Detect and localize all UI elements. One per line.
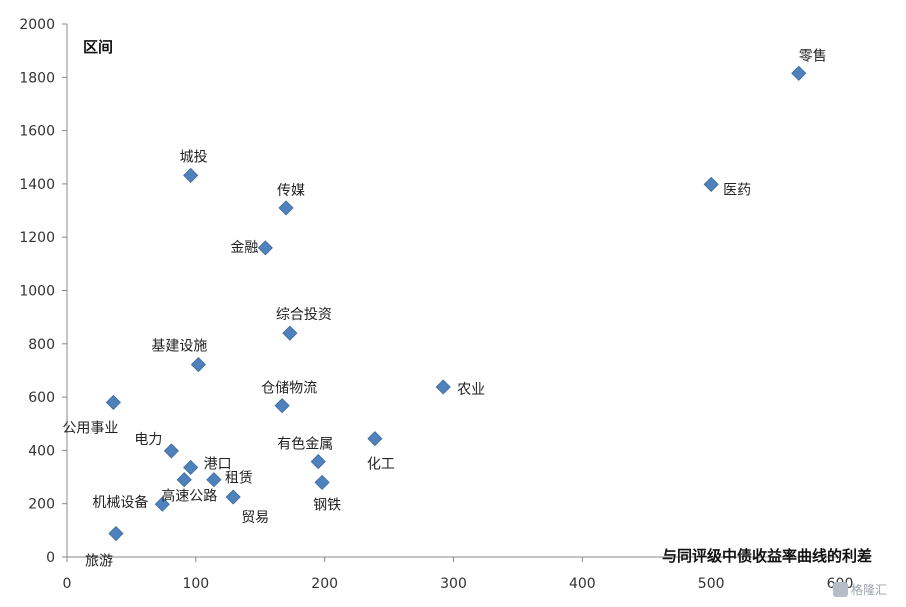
data-label-港口: 港口 (204, 456, 232, 472)
data-point-机械设备 (154, 496, 170, 512)
x-tick-label: 300 (440, 576, 467, 592)
data-point-钢铁 (314, 474, 330, 490)
data-label-城投: 城投 (180, 149, 208, 165)
data-label-机械设备: 机械设备 (92, 494, 148, 511)
y-tick-label: 800 (28, 337, 55, 353)
data-point-城投 (183, 167, 199, 183)
y-tick-label: 400 (28, 443, 55, 459)
y-tick-label: 1400 (19, 177, 55, 193)
y-tick-label: 200 (28, 497, 55, 513)
data-label-高速公路: 高速公路 (161, 488, 217, 505)
data-label-电力: 电力 (134, 432, 162, 448)
y-tick-label: 1200 (19, 230, 55, 246)
data-point-有色金属 (310, 454, 326, 470)
data-label-仓储物流: 仓储物流 (261, 381, 317, 397)
data-label-农业: 农业 (457, 382, 485, 398)
data-point-零售 (791, 65, 807, 81)
y-axis-title: 区间 (83, 38, 113, 56)
data-label-化工: 化工 (367, 457, 395, 473)
data-label-租赁: 租赁 (225, 471, 253, 487)
data-label-综合投资: 综合投资 (276, 307, 332, 323)
y-tick-label: 1800 (19, 70, 55, 86)
y-tick-label: 0 (46, 550, 55, 566)
data-point-贸易 (225, 489, 241, 505)
y-tick-label: 1600 (19, 124, 55, 140)
data-point-电力 (163, 443, 179, 459)
data-point-农业 (435, 379, 451, 395)
data-label-公用事业: 公用事业 (62, 420, 118, 436)
data-point-高速公路 (176, 472, 192, 488)
x-tick-label: 200 (311, 576, 338, 592)
x-axis-title: 与同评级中债收益率曲线的利差 (662, 547, 872, 565)
data-point-公用事业 (105, 394, 121, 410)
data-point-group (105, 65, 807, 542)
data-label-旅游: 旅游 (85, 554, 113, 570)
data-label-有色金属: 有色金属 (277, 436, 333, 453)
data-point-基建设施 (190, 357, 206, 373)
data-point-旅游 (108, 525, 124, 542)
data-label-传媒: 传媒 (277, 183, 305, 199)
data-label-贸易: 贸易 (241, 510, 269, 526)
x-tick-label: 500 (698, 576, 725, 592)
data-point-租赁 (206, 472, 222, 488)
data-point-医药 (703, 176, 719, 192)
x-tick-label: 400 (569, 576, 596, 592)
watermark-logo: 格隆汇 (833, 582, 887, 597)
data-point-金融 (257, 240, 273, 256)
svg-text:格隆汇: 格隆汇 (851, 582, 887, 597)
y-tick-label: 1000 (19, 284, 55, 300)
data-label-零售: 零售 (799, 48, 827, 64)
x-tick-label: 100 (182, 576, 209, 592)
y-tick-group: 0 200 400 600 800 1000 1200 1400 1600 1800 2000 (19, 17, 67, 566)
data-label-基建设施: 基建设施 (151, 338, 207, 355)
data-label-钢铁: 钢铁 (313, 497, 341, 513)
x-tick-label: 0 (63, 576, 72, 592)
data-point-化工 (367, 431, 383, 447)
data-point-传媒 (278, 200, 294, 216)
data-point-综合投资 (282, 325, 298, 341)
data-label-医药: 医药 (723, 182, 751, 198)
y-tick-label: 2000 (19, 17, 55, 33)
data-point-仓储物流 (274, 398, 290, 414)
data-label-金融: 金融 (230, 240, 258, 256)
y-tick-label: 600 (28, 390, 55, 406)
data-point-港口 (183, 459, 199, 476)
